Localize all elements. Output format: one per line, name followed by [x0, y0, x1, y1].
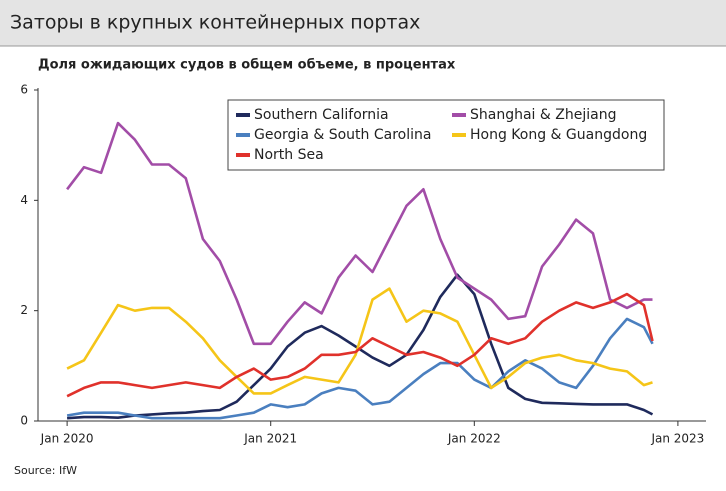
series-line — [66, 317, 654, 420]
series-line — [66, 287, 653, 395]
legend-label: Hong Kong & Guangdong — [470, 127, 647, 143]
legend-box — [227, 99, 665, 171]
legend-swatch — [236, 113, 250, 117]
title-bar — [0, 0, 726, 46]
legend-swatch — [236, 153, 250, 157]
legend-swatch — [452, 133, 466, 137]
source: Source: IfW — [14, 464, 77, 477]
legend-swatch — [236, 133, 250, 137]
chart-title: Заторы в крупных контейнерных портах — [10, 12, 420, 34]
y-tick-label: 6 — [20, 83, 28, 97]
series-line — [66, 292, 654, 398]
series-line — [67, 273, 654, 420]
y-tick-label: 4 — [20, 193, 28, 207]
x-tick-label: Jan 2021 — [243, 432, 297, 446]
legend-label: Southern California — [254, 107, 389, 123]
x-tick-label: Jan 2020 — [40, 432, 94, 446]
legend-label: Shanghai & Zhejiang — [470, 107, 616, 123]
y-tick-label: 0 — [20, 414, 28, 428]
y-tick-label: 2 — [20, 303, 28, 317]
series-line — [66, 121, 653, 346]
x-tick-label: Jan 2022 — [447, 432, 501, 446]
legend-label: Georgia & South Carolina — [254, 127, 431, 143]
legend-label: North Sea — [254, 147, 324, 163]
chart-subtitle: Доля ожидающих судов в общем объеме, в п… — [38, 58, 456, 73]
legend-swatch — [452, 113, 466, 117]
x-tick-label: Jan 2023 — [650, 432, 704, 446]
